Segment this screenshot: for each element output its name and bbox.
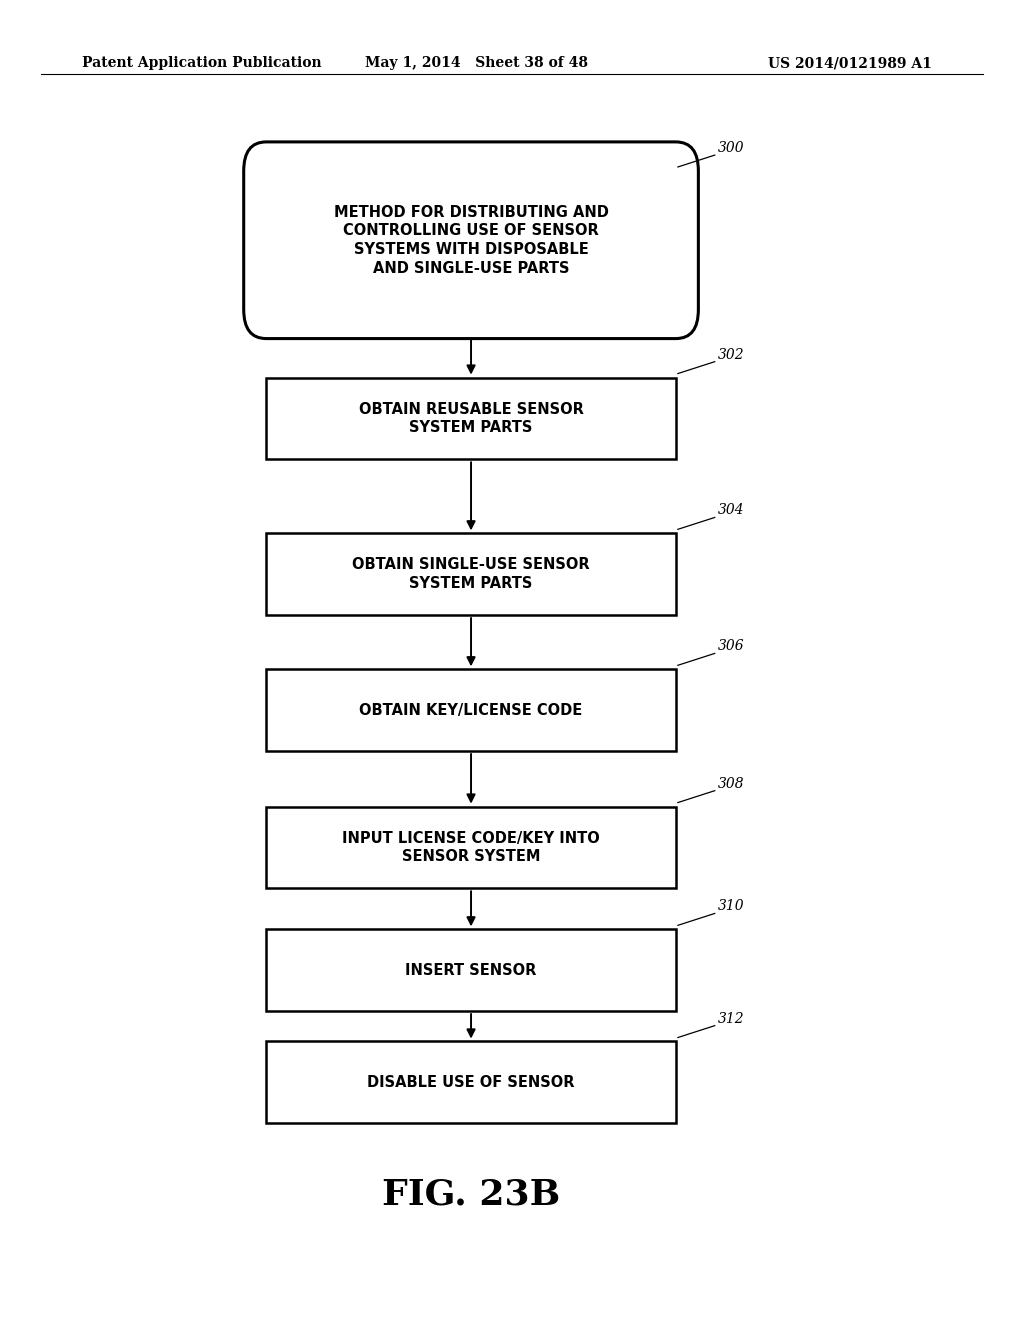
Text: 306: 306 (718, 639, 744, 653)
Bar (266, 533, 676, 615)
Text: 310: 310 (718, 899, 744, 913)
Text: METHOD FOR DISTRIBUTING AND
CONTROLLING USE OF SENSOR
SYSTEMS WITH DISPOSABLE
AN: METHOD FOR DISTRIBUTING AND CONTROLLING … (334, 205, 608, 276)
FancyBboxPatch shape (244, 143, 698, 339)
Text: OBTAIN SINGLE-USE SENSOR
SYSTEM PARTS: OBTAIN SINGLE-USE SENSOR SYSTEM PARTS (352, 557, 590, 591)
Bar (266, 669, 676, 751)
Text: DISABLE USE OF SENSOR: DISABLE USE OF SENSOR (368, 1074, 574, 1090)
Bar (266, 807, 676, 888)
Text: 302: 302 (718, 347, 744, 362)
Bar (266, 929, 676, 1011)
Text: INSERT SENSOR: INSERT SENSOR (406, 962, 537, 978)
Text: 312: 312 (718, 1011, 744, 1026)
Text: OBTAIN KEY/LICENSE CODE: OBTAIN KEY/LICENSE CODE (359, 702, 583, 718)
Text: US 2014/0121989 A1: US 2014/0121989 A1 (768, 57, 932, 70)
Text: May 1, 2014   Sheet 38 of 48: May 1, 2014 Sheet 38 of 48 (365, 57, 588, 70)
Bar (266, 1041, 676, 1123)
Text: 304: 304 (718, 503, 744, 517)
Bar (266, 378, 676, 459)
Text: Patent Application Publication: Patent Application Publication (82, 57, 322, 70)
Text: 300: 300 (718, 141, 744, 156)
Text: 308: 308 (718, 776, 744, 791)
Text: OBTAIN REUSABLE SENSOR
SYSTEM PARTS: OBTAIN REUSABLE SENSOR SYSTEM PARTS (358, 401, 584, 436)
Text: INPUT LICENSE CODE/KEY INTO
SENSOR SYSTEM: INPUT LICENSE CODE/KEY INTO SENSOR SYSTE… (342, 830, 600, 865)
Text: FIG. 23B: FIG. 23B (382, 1177, 560, 1212)
